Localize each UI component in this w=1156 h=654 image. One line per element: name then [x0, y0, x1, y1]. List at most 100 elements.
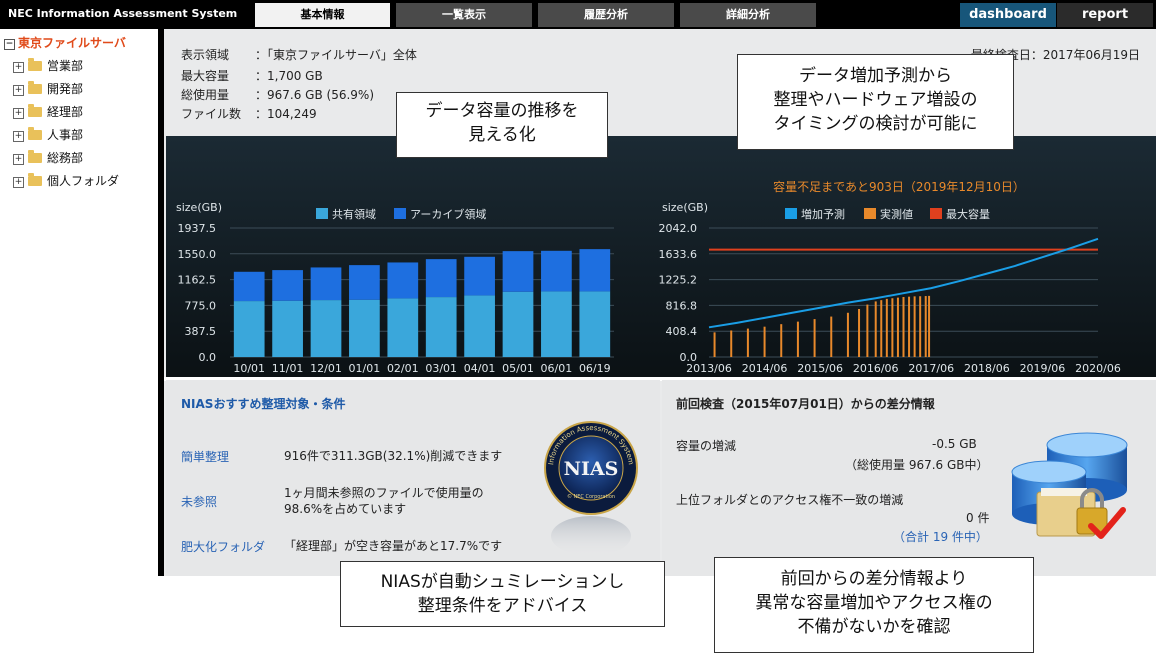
tree-root[interactable]: − 東京ファイルサーバ: [4, 34, 126, 51]
summary-scope: 表示領域 ：「東京ファイルサーバ」全体: [181, 46, 417, 63]
sidebar-divider[interactable]: [158, 29, 164, 576]
logo-reflection: [551, 516, 631, 556]
summary-label: 総使用量: [181, 88, 230, 102]
diff-capacity-total: （総使用量 967.6 GB中）: [845, 458, 989, 472]
tree-item-label: 経理部: [47, 105, 84, 119]
folder-icon: [28, 127, 42, 140]
bar-shared: [272, 300, 303, 357]
expand-icon[interactable]: +: [13, 177, 24, 188]
callout-line: 整理やハードウェア増設の: [773, 90, 978, 110]
lock-shackle: [1080, 488, 1104, 508]
recommend-unreferenced-link[interactable]: 未参照: [181, 495, 218, 509]
recommend-easy-link[interactable]: 簡単整理: [181, 450, 230, 464]
tab-history-analysis[interactable]: 履歴分析: [538, 3, 674, 27]
x-tick-label: 2015/06: [797, 362, 843, 375]
expand-icon[interactable]: +: [13, 108, 24, 119]
legend-swatch: [316, 208, 328, 219]
expand-icon[interactable]: +: [13, 85, 24, 96]
y-tick-label: 775.0: [185, 299, 217, 312]
lock-icon: [1076, 507, 1108, 535]
tree-item-general-affairs[interactable]: + 総務部: [13, 149, 83, 166]
y-tick-label: 0.0: [680, 351, 698, 364]
y-axis-title: size(GB): [662, 201, 708, 214]
tree-item-sales[interactable]: + 営業部: [13, 57, 83, 74]
collapse-icon[interactable]: −: [4, 39, 15, 50]
tab-dashboard[interactable]: dashboard: [960, 3, 1056, 27]
diff-panel: 前回検査（2015年07月01日）からの差分情報 容量の増減 -0.5 GB （…: [662, 380, 1156, 576]
x-tick-label: 02/01: [387, 362, 419, 375]
db-top: [1046, 432, 1128, 458]
bar-archive: [387, 262, 419, 299]
tab-list-view[interactable]: 一覧表示: [396, 3, 532, 27]
logo-core: [558, 435, 624, 501]
tab-report[interactable]: report: [1057, 3, 1153, 27]
callout-line: 不備がないかを確認: [797, 617, 951, 637]
summary-value: ：104,249: [255, 107, 317, 121]
tree-item-label: 営業部: [47, 59, 84, 73]
callout-line: データ増加予測から: [799, 66, 952, 86]
x-tick-label: 11/01: [272, 362, 304, 375]
recommend-bloated-link[interactable]: 肥大化フォルダ: [181, 540, 266, 554]
diff-access-label: 上位フォルダとのアクセス権不一致の増減: [676, 493, 904, 507]
bar-archive: [349, 265, 380, 300]
top-bar: NEC Information Assessment System 基本情報 一…: [0, 0, 1156, 29]
diff-access-total-link[interactable]: （合計 19 件中）: [893, 530, 988, 544]
x-tick-label: 2020/06: [1075, 362, 1121, 375]
callout-line: 見える化: [468, 125, 536, 145]
x-tick-label: 2018/06: [964, 362, 1010, 375]
expand-icon[interactable]: +: [13, 131, 24, 142]
y-tick-label: 0.0: [199, 351, 217, 364]
tree-item-hr[interactable]: + 人事部: [13, 126, 83, 143]
recommend-text-line: 98.6%を占めています: [284, 502, 407, 516]
bar-shared: [502, 291, 534, 357]
callout-line: 前回からの差分情報より: [780, 569, 968, 589]
x-tick-label: 2019/06: [1020, 362, 1066, 375]
summary-value: ：967.6 GB (56.9%): [255, 88, 374, 102]
diff-title: 前回検査（2015年07月01日）からの差分情報: [676, 397, 935, 411]
capacity-forecast-chart: 容量不足まであと903日（2019年12月10日） size(GB) 増加予測 実測値…: [659, 179, 1121, 375]
paper-icon: [1041, 488, 1087, 496]
bar-archive: [579, 249, 611, 292]
app-title: NEC Information Assessment System: [8, 7, 238, 20]
legend-swatch: [930, 208, 942, 219]
summary-files: ファイル数 ：104,249: [181, 105, 317, 122]
folder-icon: [28, 173, 42, 186]
recommend-text-line: 「経理部」が空き容量があと17.7%です: [284, 539, 503, 553]
callout-diff: 前回からの差分情報より 異常な容量増加やアクセス権の 不備がないかを確認: [714, 557, 1034, 653]
forecast-line: [708, 237, 1099, 329]
tree-item-accounting[interactable]: + 経理部: [13, 103, 83, 120]
db-top: [1011, 460, 1087, 484]
tab-detail-analysis[interactable]: 詳細分析: [680, 3, 816, 27]
tree-item-personal[interactable]: + 個人フォルダ: [13, 172, 119, 189]
nias-logo: Information Assessment System NIAS © NEC…: [544, 421, 638, 556]
y-tick-label: 2042.0: [659, 222, 698, 235]
tab-basic-info[interactable]: 基本情報: [255, 3, 390, 27]
bar-shared: [387, 298, 419, 357]
summary-value: ：「東京ファイルサーバ」全体: [255, 48, 417, 62]
expand-icon[interactable]: +: [13, 154, 24, 165]
dashboard-main: 表示領域 ：「東京ファイルサーバ」全体 最大容量 ：1,700 GB 総使用量 ：96…: [164, 29, 1156, 576]
y-axis-title: size(GB): [176, 201, 222, 214]
tree-item-dev[interactable]: + 開発部: [13, 80, 83, 97]
forecast-warning: 容量不足まであと903日（2019年12月10日）: [773, 179, 1025, 194]
recommend-easy-text: 916件で311.3GB(32.1%)削減できます: [284, 448, 502, 464]
legend-label: 増加予測: [801, 207, 845, 221]
recommend-unreferenced-text: 1ヶ月間未参照のファイルで使用量の 98.6%を占めています: [284, 485, 484, 517]
callout-line: 整理条件をアドバイス: [417, 596, 588, 616]
recommend-title: NIASおすすめ整理対象・条件: [181, 397, 346, 411]
x-tick-label: 2016/06: [853, 362, 899, 375]
summary-value: ：1,700 GB: [255, 69, 323, 83]
summary-label: 表示領域: [181, 48, 230, 62]
recommend-panel: NIASおすすめ整理対象・条件 簡単整理 916件で311.3GB(32.1%)…: [166, 380, 660, 576]
check-icon: [1088, 507, 1126, 539]
legend-label: アーカイブ領域: [410, 207, 486, 221]
expand-icon[interactable]: +: [13, 62, 24, 73]
folder-icon: [28, 58, 42, 71]
y-tick-label: 816.8: [666, 299, 698, 312]
bar-shared: [541, 291, 572, 357]
bar-shared: [425, 297, 457, 357]
database-lock-icon: [1011, 432, 1128, 539]
bar-archive: [502, 251, 534, 292]
bar-shared: [233, 301, 265, 357]
x-tick-label: 2013/06: [686, 362, 732, 375]
